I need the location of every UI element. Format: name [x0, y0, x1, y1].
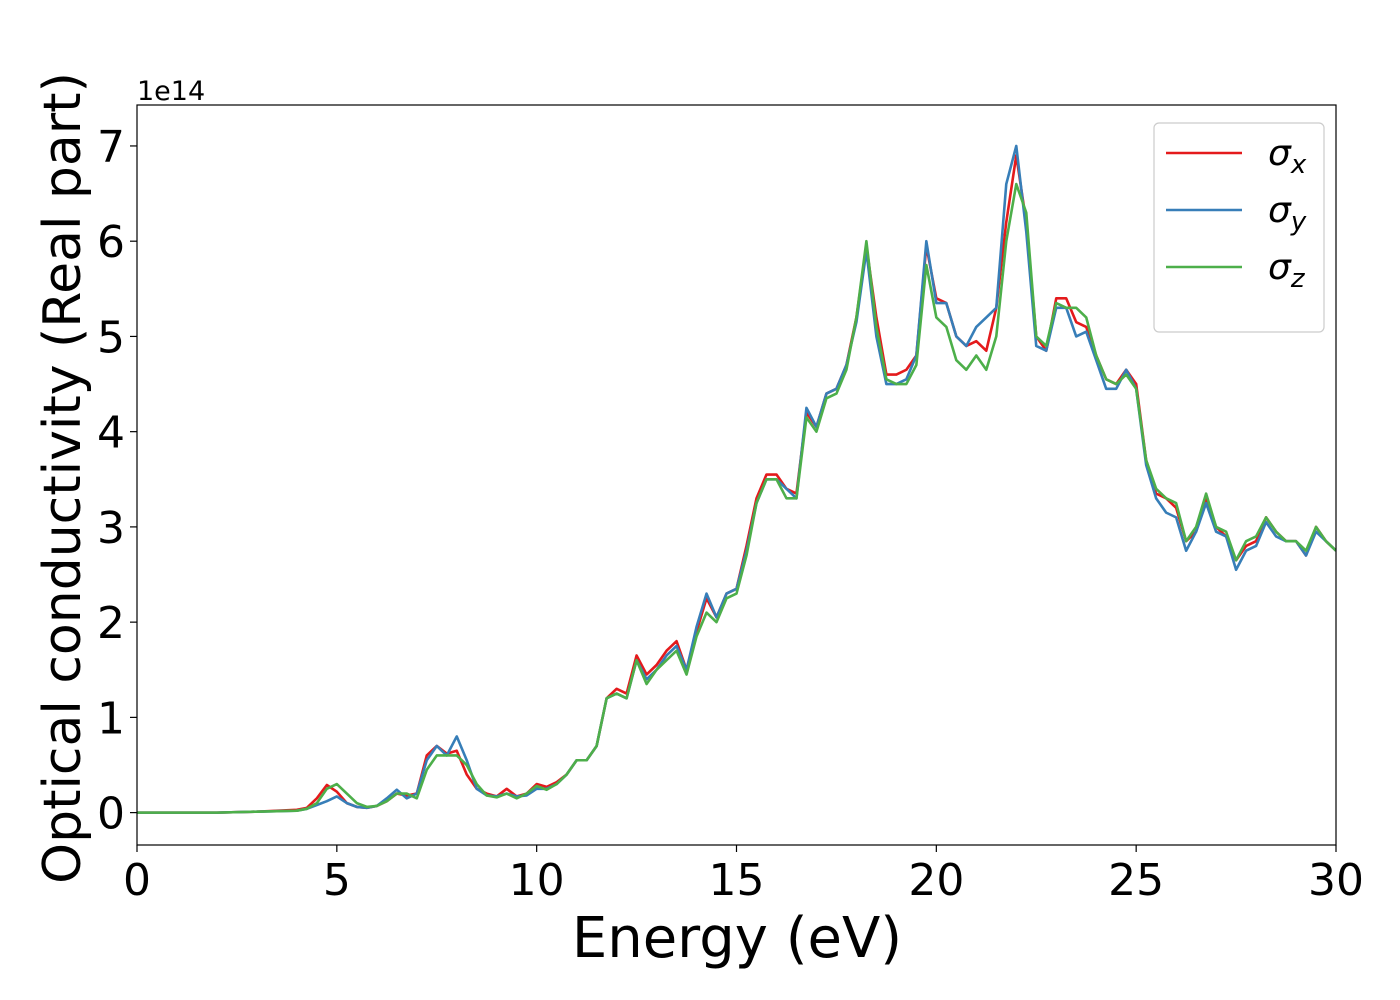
y-tick-label: 4 — [97, 408, 125, 459]
y-tick-label: 1 — [97, 693, 125, 744]
series-line — [137, 182, 1336, 814]
x-tick-label: 15 — [709, 855, 765, 906]
x-tick-label: 20 — [908, 855, 964, 906]
x-tick-label: 10 — [509, 855, 565, 906]
legend-label: σy — [1268, 190, 1307, 237]
y-tick-label: 0 — [97, 789, 125, 840]
plot-frame — [136, 104, 1337, 846]
x-axis-label: Energy (eV) — [572, 906, 902, 971]
x-tick-label: 5 — [323, 855, 351, 906]
y-tick-label: 6 — [97, 217, 125, 268]
legend-box — [1153, 122, 1325, 333]
y-tick-label: 5 — [97, 312, 125, 363]
y-tick-label: 3 — [97, 503, 125, 554]
legend-label: σx — [1268, 133, 1307, 180]
x-tick-label: 0 — [123, 855, 151, 906]
x-tick-label: 30 — [1308, 855, 1364, 906]
x-tick-label: 25 — [1108, 855, 1164, 906]
y-tick-label: 2 — [97, 598, 125, 649]
legend-label: σz — [1268, 247, 1306, 294]
y-offset-text: 1e14 — [137, 76, 205, 107]
y-axis-label: Optical conductivity (Real part) — [33, 72, 93, 884]
y-tick-label: 7 — [97, 122, 125, 173]
